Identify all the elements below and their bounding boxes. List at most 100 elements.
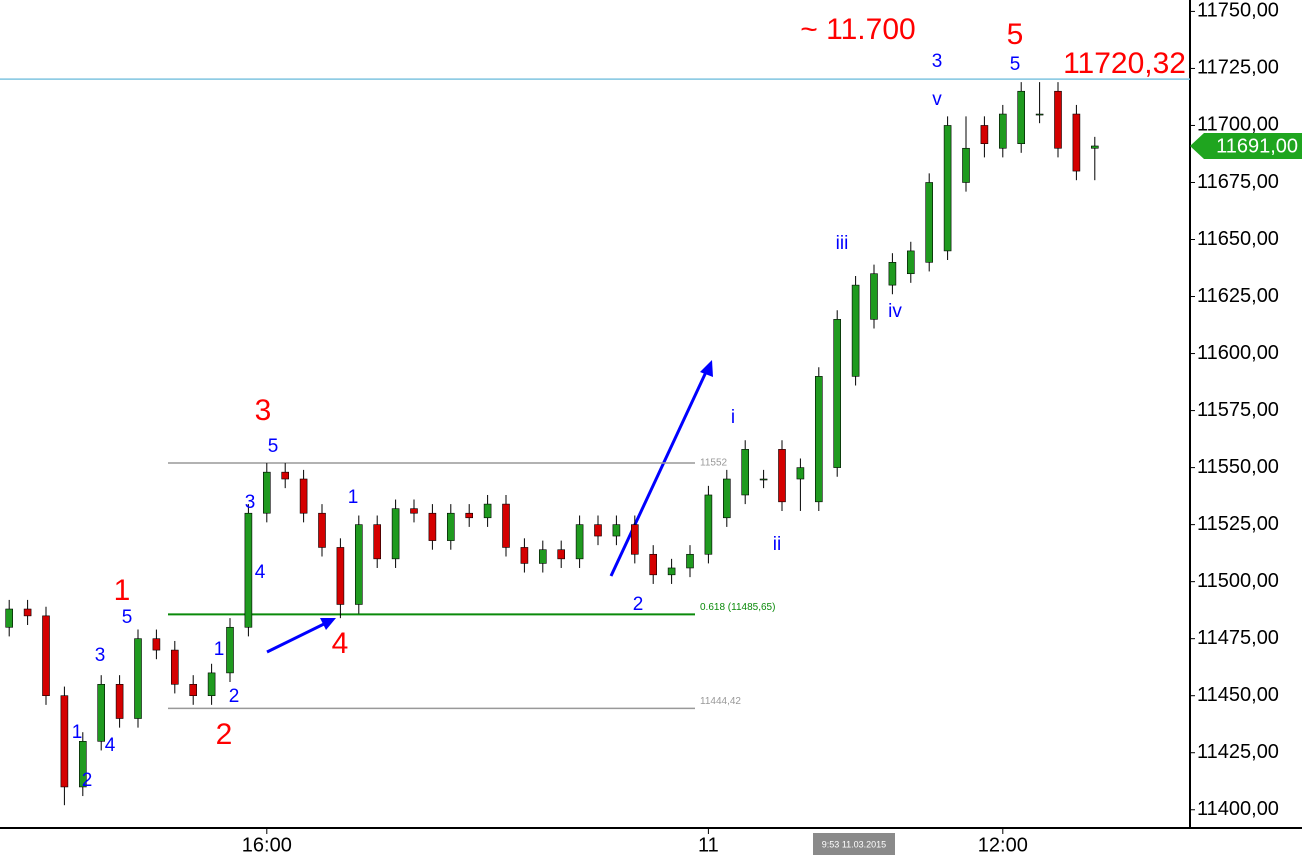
last-price-label: 11691,00 [1216,135,1298,157]
wave-label: 3 [255,394,272,427]
candle-body [1091,145,1099,149]
candle-body [23,608,32,617]
candle-body [649,553,658,576]
candle-body [189,683,197,697]
candle-body [833,319,842,468]
candle-body [502,503,510,548]
wave-label: v [932,89,942,110]
wave-label: 2 [216,718,233,751]
cursor-time-box [813,833,895,855]
y-tick-label: 11575,00 [1197,399,1279,421]
candle-body [1054,90,1062,149]
wave-label: 2 [82,770,93,791]
wave-label: 4 [255,562,266,583]
candle-body [207,672,216,697]
candle-body [299,478,308,514]
wave-label: iv [888,301,902,322]
y-tick-label: 11425,00 [1197,741,1279,763]
candle-body [759,478,768,481]
candle-body [796,467,805,480]
y-tick-label: 11400,00 [1197,798,1279,820]
candle-body [962,147,970,183]
x-tick-label: 16:00 [242,834,292,856]
candle-body [410,508,418,514]
wave-label: 1 [214,639,225,660]
wave-label: ~ 11.700 [800,13,915,46]
candle-body [446,512,455,541]
candle-body [483,503,492,519]
wave-label: i [731,407,735,428]
wave-label: 4 [105,735,116,756]
y-tick-label: 11700,00 [1197,114,1279,136]
candle-body [814,376,823,503]
candle-body [281,471,290,480]
candle-body [722,478,731,519]
candle-body [171,649,179,685]
candle-body [778,449,786,503]
candle-body [870,273,878,320]
candle-body [79,741,87,788]
y-tick-label: 11725,00 [1197,57,1279,79]
x-tick-label: 11 [698,834,719,856]
wave-label: 2 [229,686,240,707]
candle-body [538,549,547,564]
y-tick-label: 11550,00 [1197,456,1279,478]
candle-body [980,125,989,145]
y-tick-label: 11450,00 [1197,684,1279,706]
candle-body [741,449,750,496]
wave-label: 5 [1010,54,1021,75]
y-tick-label: 11600,00 [1197,342,1279,364]
wave-label: 5 [268,436,279,457]
candle-body [373,524,382,560]
y-tick-label: 11525,00 [1197,513,1279,535]
candle-body [5,608,13,628]
wave-label: 3 [932,51,943,72]
wave-label: 5 [122,607,133,628]
wave-label: 1 [348,487,359,508]
wave-label: ii [773,534,781,555]
candle-body [906,250,915,275]
wave-label: 4 [332,627,349,660]
candle-body [60,695,69,788]
candle-body [42,615,50,697]
wave-label: 1 [114,574,131,607]
y-tick-label: 11650,00 [1197,228,1279,250]
candle-body [318,512,326,548]
last-price-tag [1190,132,1302,159]
candle-body [594,524,602,537]
y-tick-label: 11500,00 [1197,570,1279,592]
arrow [266,360,713,654]
candle-body [391,508,400,560]
candle-body [1017,90,1026,145]
arrow-shaft [609,371,708,577]
wave-label: 3 [245,492,256,513]
y-tick-label: 11675,00 [1197,171,1279,193]
candle-body [1035,113,1044,116]
reference-label: 11720,32 [1063,47,1186,80]
candle-body [134,638,142,719]
reference-label: 0.618 (11485,65) [700,602,775,613]
candle-body [888,262,897,286]
candle-body [943,125,952,252]
candle-body [336,547,345,605]
arrow-head [320,618,336,630]
candle-body [667,567,676,576]
arrow-shaft [266,621,327,654]
candle-body [152,638,161,651]
wave-label: 3 [95,645,106,666]
x-tick-label: 12:00 [978,834,1028,856]
candle-body [354,524,363,605]
reference-label: 11444,42 [700,696,741,707]
y-tick-label: 11750,00 [1197,0,1279,22]
candle-body [925,182,934,263]
candle-body [97,683,105,742]
candle-body [557,549,566,560]
candle-body [115,683,124,719]
candle-body [465,512,474,519]
wave-label: 1 [72,722,83,743]
candle-body [520,547,529,564]
candle-body [686,553,694,569]
candle-body [244,512,253,628]
